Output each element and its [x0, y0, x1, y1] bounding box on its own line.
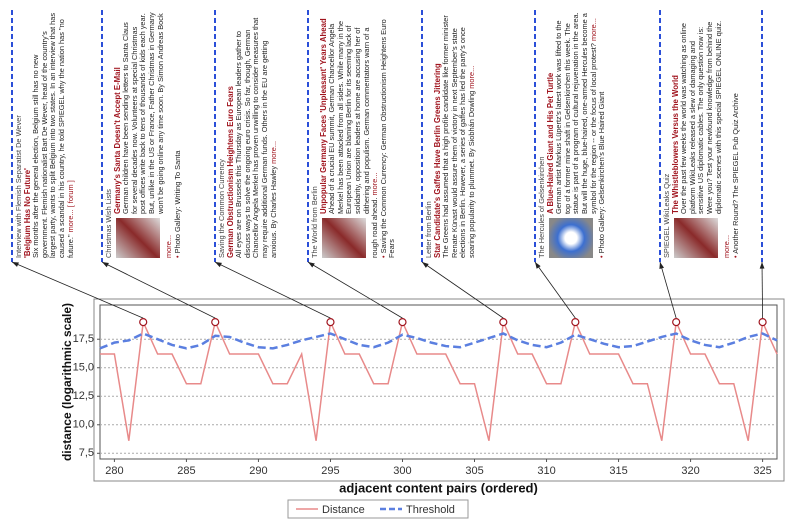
thumbnail [674, 218, 718, 258]
body: All eyes are on Brussels this Thursday a… [235, 12, 278, 258]
body-text: The Greens had assumed that a high profi… [441, 15, 476, 258]
highlight [673, 319, 680, 326]
x-tick-label: 325 [753, 465, 771, 477]
thumbnail [549, 218, 593, 258]
thumbnail [116, 218, 160, 258]
x-tick-label: 290 [249, 465, 267, 477]
x-tick-label: 305 [465, 465, 483, 477]
related: • Photo Gallery: Gelsenkirchen's Blue Ha… [598, 12, 607, 258]
related: • Another Round? The SPIEGEL Pub Quiz Ar… [732, 12, 741, 258]
related-link: Saving the Common Currency: German Obstr… [379, 19, 397, 258]
body-text: German artist Markus Lüpertz's latest wo… [554, 12, 597, 214]
arrow-head [535, 262, 541, 269]
arrow-head [308, 262, 315, 268]
body: The Greens had assumed that a high profi… [442, 12, 476, 258]
arrow-head [760, 262, 765, 269]
highlight [140, 319, 147, 326]
x-tick-label: 310 [537, 465, 555, 477]
highlight [500, 319, 507, 326]
x-tick-label: 320 [681, 465, 699, 477]
more-link: more... [269, 141, 278, 164]
body-text: German children have been sending letter… [121, 12, 164, 214]
body-text: Over the past few weeks the world was wa… [679, 21, 722, 214]
arrow-head [659, 262, 664, 269]
related: • Saving the Common Currency: German Obs… [380, 12, 397, 258]
highlight [572, 319, 579, 326]
y-tick-label: 17,5 [73, 333, 94, 345]
more-link: more... [467, 66, 476, 89]
y-tick-label: 12,5 [73, 390, 94, 402]
body: Six months after the general election, B… [32, 12, 75, 258]
legend-label: Distance [322, 504, 365, 516]
body-text: All eyes are on Brussels this Thursday a… [234, 18, 277, 258]
x-tick-label: 285 [177, 465, 195, 477]
legend-label: Threshold [406, 504, 455, 516]
related-link: Another Round? The SPIEGEL Pub Quiz Arch… [731, 93, 740, 254]
arrow-head [422, 262, 429, 268]
arrow-head [215, 262, 222, 267]
arrow-head [102, 262, 109, 267]
y-axis-label: distance (logarithmic scale) [60, 303, 74, 461]
news-panel: Interview with Flemish Separatist De Wev… [15, 12, 99, 258]
arrow [12, 262, 143, 318]
x-tick-label: 280 [105, 465, 123, 477]
highlight [327, 319, 334, 326]
x-tick-label: 315 [609, 465, 627, 477]
related-link: Photo Gallery: Writing To Santa [173, 151, 182, 254]
highlight [399, 319, 406, 326]
related: • Photo Gallery: Writing To Santa [174, 12, 183, 258]
more-link: more... [ forum ] [66, 180, 75, 232]
related-link: Photo Gallery: Gelsenkirchen's Blue Hair… [597, 92, 606, 254]
y-tick-label: 7,5 [79, 447, 94, 459]
y-tick-label: 15,0 [73, 362, 94, 374]
highlight [212, 319, 219, 326]
page: 7,5 10,0 12,5 15,0 17,5 280 285 290 295 300 305 310… [0, 0, 792, 520]
x-tick-label: 300 [393, 465, 411, 477]
y-tick-label: 10,0 [73, 419, 94, 431]
x-tick-label: 295 [321, 465, 339, 477]
x-axis-label: adjacent content pairs (ordered) [339, 480, 538, 495]
highlight [759, 319, 766, 326]
arrow-head [12, 262, 19, 267]
more-link: more... [589, 18, 598, 41]
thumbnail [322, 218, 366, 258]
